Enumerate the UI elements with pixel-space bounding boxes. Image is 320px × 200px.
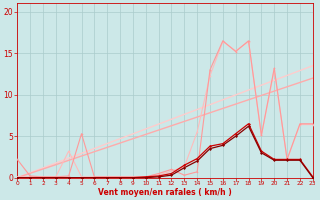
X-axis label: Vent moyen/en rafales ( km/h ): Vent moyen/en rafales ( km/h )	[98, 188, 232, 197]
